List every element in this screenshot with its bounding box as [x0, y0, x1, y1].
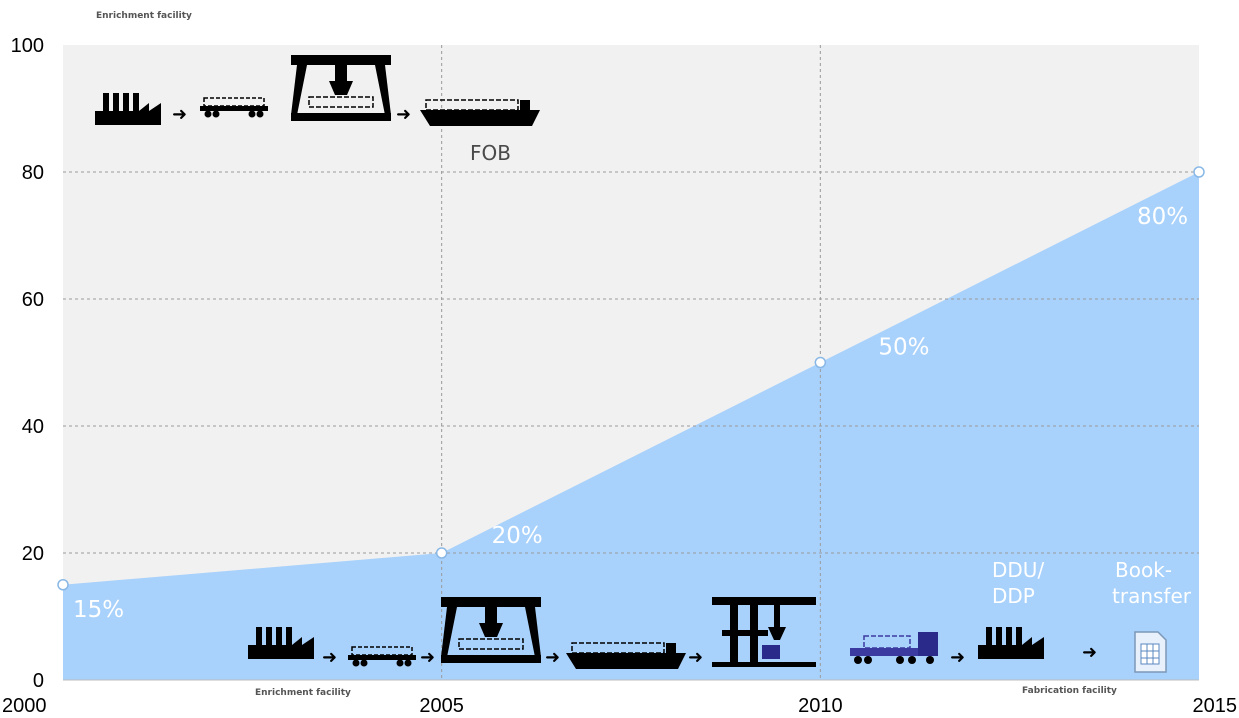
data-markers: [57, 166, 1205, 591]
bottom-flow: ➜ ➜ ➜ ➜ ➜ ➜: [248, 558, 1192, 698]
x-tick-label: 2010: [798, 695, 843, 717]
y-tick-labels: 0 20 40 60 80 100: [11, 35, 44, 692]
y-tick-label: 20: [22, 543, 44, 565]
data-point: [1193, 166, 1205, 178]
fob-label: FOB: [470, 141, 511, 165]
data-point: [435, 547, 448, 559]
data-labels: 15% 20% 50% 80%: [73, 204, 1188, 623]
arrow-icon: ➜: [322, 647, 337, 668]
arrow-icon: ➜: [396, 104, 411, 125]
book-label-line2: transfer: [1112, 584, 1192, 608]
y-tick-label: 40: [22, 416, 44, 438]
y-tick-label: 100: [11, 35, 44, 57]
gridlines: [63, 45, 1199, 680]
document-icon: [1134, 631, 1167, 673]
x-tick-label: 2000: [2, 695, 47, 717]
data-label: 50%: [878, 335, 929, 361]
book-label-line1: Book-: [1115, 558, 1172, 582]
data-point: [57, 579, 69, 591]
y-tick-label: 80: [22, 162, 44, 184]
top-start-label: Enrichment facility: [96, 11, 192, 21]
x-tick-label: 2005: [419, 695, 464, 717]
container-crane-icon: [712, 597, 816, 667]
data-label: 80%: [1137, 204, 1188, 230]
top-flow: Enrichment facility ➜ ➜ FOB: [95, 11, 541, 165]
data-point: [814, 356, 827, 369]
bottom-start-label: Enrichment facility: [255, 688, 351, 698]
arrow-icon: ➜: [688, 647, 703, 668]
truck-icon: [850, 632, 938, 664]
ddu-label-line1: DDU/: [992, 558, 1044, 582]
ddu-label-line2: DDP: [992, 584, 1035, 608]
arrow-icon: ➜: [950, 647, 965, 668]
arrow-icon: ➜: [420, 647, 435, 668]
y-tick-label: 0: [33, 670, 44, 692]
arrow-icon: ➜: [545, 647, 560, 668]
arrow-icon: ➜: [1082, 642, 1097, 663]
x-tick-labels: 2000 2005 2010 2015: [2, 695, 1237, 717]
data-label: 20%: [492, 523, 543, 549]
x-tick-label: 2015: [1193, 695, 1238, 717]
data-label: 15%: [73, 597, 124, 623]
bottom-end-label: Fabrication facility: [1022, 686, 1117, 696]
y-tick-label: 60: [22, 289, 44, 311]
arrow-icon: ➜: [172, 104, 187, 125]
